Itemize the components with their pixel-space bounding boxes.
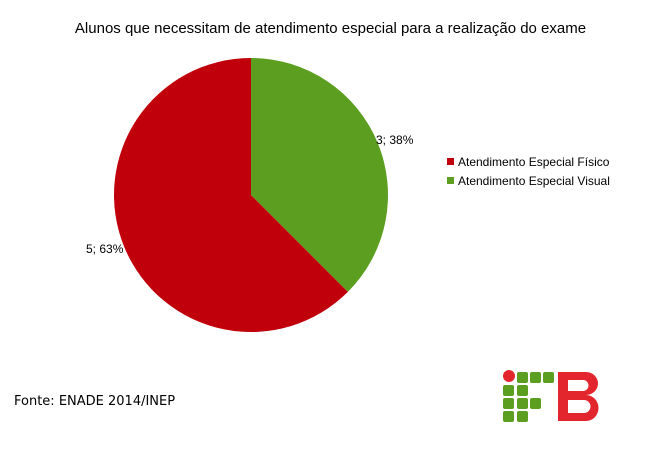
logo-square	[530, 372, 541, 383]
logo-square	[517, 372, 528, 383]
logo-square	[517, 385, 528, 396]
logo-square	[543, 372, 554, 383]
data-label-visual: 3; 38%	[376, 133, 414, 147]
pie-slice-fisico	[113, 58, 348, 333]
chart-title: Alunos que necessitam de atendimento esp…	[74, 20, 587, 37]
pie-slice-visual	[251, 58, 388, 292]
source-text: Fonte: ENADE 2014/INEP	[14, 394, 176, 409]
legend-swatch-visual	[447, 177, 454, 184]
logo-letter-b	[558, 372, 599, 421]
legend-swatch-fisico	[447, 158, 454, 165]
legend-item-visual: Atendimento Especial Visual	[447, 171, 610, 190]
logo-square	[503, 398, 514, 409]
legend-label-visual: Atendimento Especial Visual	[458, 173, 610, 188]
logo-square	[503, 411, 514, 422]
legend-label-fisico: Atendimento Especial Físico	[458, 154, 610, 169]
logo-red-dot	[503, 370, 515, 382]
logo-square	[517, 411, 528, 422]
legend-item-fisico: Atendimento Especial Físico	[447, 152, 610, 171]
chart-legend: Atendimento Especial Físico Atendimento …	[447, 152, 610, 190]
logo-square	[517, 398, 528, 409]
ifb-logo	[503, 370, 599, 422]
data-label-fisico: 5; 63%	[86, 242, 124, 256]
logo-square	[503, 385, 514, 396]
logo-square	[530, 398, 541, 409]
